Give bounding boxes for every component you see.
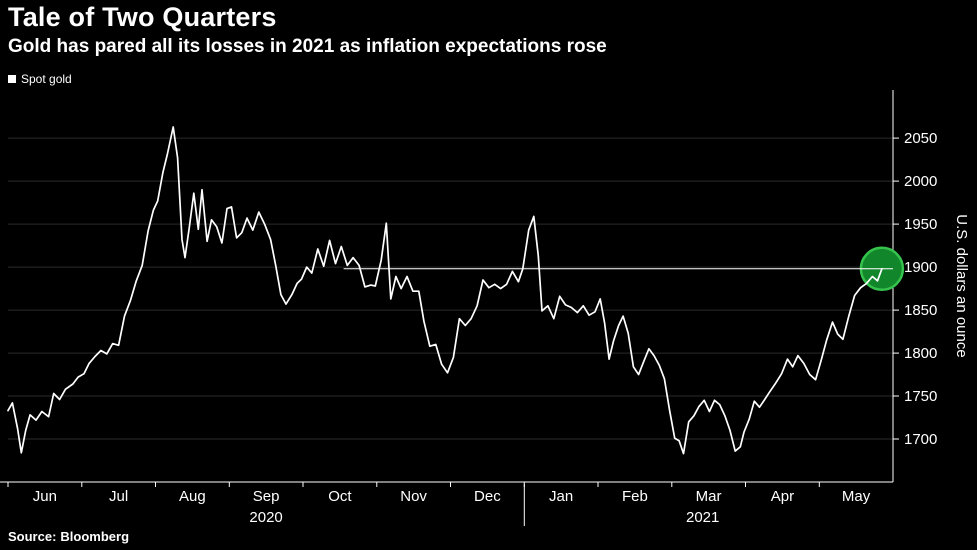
x-tick-label: Jan bbox=[549, 488, 573, 505]
y-tick-label: 1950 bbox=[904, 216, 937, 233]
x-tick-label: Aug bbox=[179, 488, 206, 505]
x-tick-label: Jul bbox=[109, 488, 128, 505]
y-tick-label: 2000 bbox=[904, 173, 937, 190]
chart-title: Tale of Two Quarters bbox=[8, 2, 277, 32]
legend-marker-icon bbox=[8, 75, 16, 83]
x-tick-label: Sep bbox=[253, 488, 280, 505]
x-tick-label: Dec bbox=[474, 488, 501, 505]
price-line bbox=[7, 126, 883, 455]
x-tick-label: Oct bbox=[328, 488, 352, 505]
y-tick-label: 2050 bbox=[904, 130, 937, 147]
year-label: 2021 bbox=[686, 509, 719, 526]
legend: Spot gold bbox=[8, 72, 72, 86]
y-tick-label: 1750 bbox=[904, 388, 937, 405]
chart-svg: 1700 1750 1800 1850 1900 1950 2000 2050 Jun Jul Au… bbox=[0, 90, 970, 526]
x-tick-label: Jun bbox=[33, 488, 57, 505]
y-tick-label: 1900 bbox=[904, 259, 937, 276]
x-tick-label: Apr bbox=[771, 488, 794, 505]
source-note: Source: Bloomberg bbox=[8, 529, 133, 544]
source-value: Bloomberg bbox=[60, 529, 130, 544]
x-tick-label: May bbox=[842, 488, 871, 505]
y-tick-label: 1800 bbox=[904, 345, 937, 362]
y-axis-title: U.S. dollars an ounce bbox=[953, 214, 970, 357]
source-prefix: Source: bbox=[8, 529, 57, 544]
x-tick-label: Nov bbox=[400, 488, 427, 505]
x-tick-label: Mar bbox=[696, 488, 722, 505]
y-tick-label: 1700 bbox=[904, 431, 937, 448]
legend-label: Spot gold bbox=[21, 72, 72, 86]
x-tick-label: Feb bbox=[622, 488, 648, 505]
y-tick-label: 1850 bbox=[904, 302, 937, 319]
price-chart: 1700 1750 1800 1850 1900 1950 2000 2050 Jun Jul Au… bbox=[0, 86, 977, 532]
year-label: 2020 bbox=[249, 509, 282, 526]
chart-subtitle: Gold has pared all its losses in 2021 as… bbox=[8, 36, 607, 57]
